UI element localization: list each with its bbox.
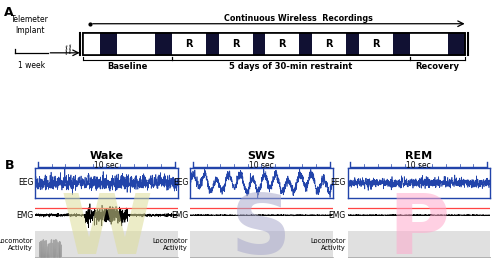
Text: R: R <box>278 39 286 49</box>
Text: Baseline: Baseline <box>107 62 148 71</box>
Text: Locomotor
Activity: Locomotor Activity <box>0 238 33 251</box>
Text: Locomotor
Activity: Locomotor Activity <box>152 238 188 251</box>
Text: P: P <box>388 190 449 264</box>
Text: Recovery: Recovery <box>416 62 460 71</box>
Text: R: R <box>232 39 239 49</box>
Bar <box>218 33 252 55</box>
Bar <box>265 33 299 55</box>
Bar <box>82 33 465 55</box>
Text: //: // <box>64 44 74 55</box>
Text: R: R <box>185 39 192 49</box>
Bar <box>116 33 155 55</box>
Text: EMG: EMG <box>328 211 346 220</box>
Text: R: R <box>372 39 380 49</box>
Text: EMG: EMG <box>16 211 34 220</box>
Text: 10 sec: 10 sec <box>94 161 118 171</box>
Text: EEG: EEG <box>173 178 188 187</box>
Text: EMG: EMG <box>171 211 188 220</box>
Bar <box>82 33 465 55</box>
Text: B: B <box>4 159 14 172</box>
Text: Continuous Wireless  Recordings: Continuous Wireless Recordings <box>224 13 373 22</box>
Bar <box>172 33 206 55</box>
Text: 10 sec: 10 sec <box>249 161 274 171</box>
Bar <box>312 33 346 55</box>
Text: 10 sec: 10 sec <box>406 161 431 171</box>
Text: A: A <box>4 6 14 19</box>
Text: R: R <box>325 39 332 49</box>
Text: REM: REM <box>405 151 432 161</box>
Text: SWS: SWS <box>247 151 276 161</box>
Text: 1 week: 1 week <box>18 61 45 70</box>
Text: W: W <box>60 190 152 264</box>
Bar <box>410 33 448 55</box>
Text: Telemeter
Implant: Telemeter Implant <box>11 15 49 35</box>
Bar <box>82 33 100 55</box>
Text: EEG: EEG <box>18 178 34 187</box>
Text: EEG: EEG <box>330 178 346 187</box>
Bar <box>358 33 392 55</box>
Text: Wake: Wake <box>89 151 123 161</box>
Text: S: S <box>231 190 292 264</box>
Text: 5 days of 30-min restraint: 5 days of 30-min restraint <box>229 62 352 71</box>
Text: Locomotor
Activity: Locomotor Activity <box>310 238 346 251</box>
